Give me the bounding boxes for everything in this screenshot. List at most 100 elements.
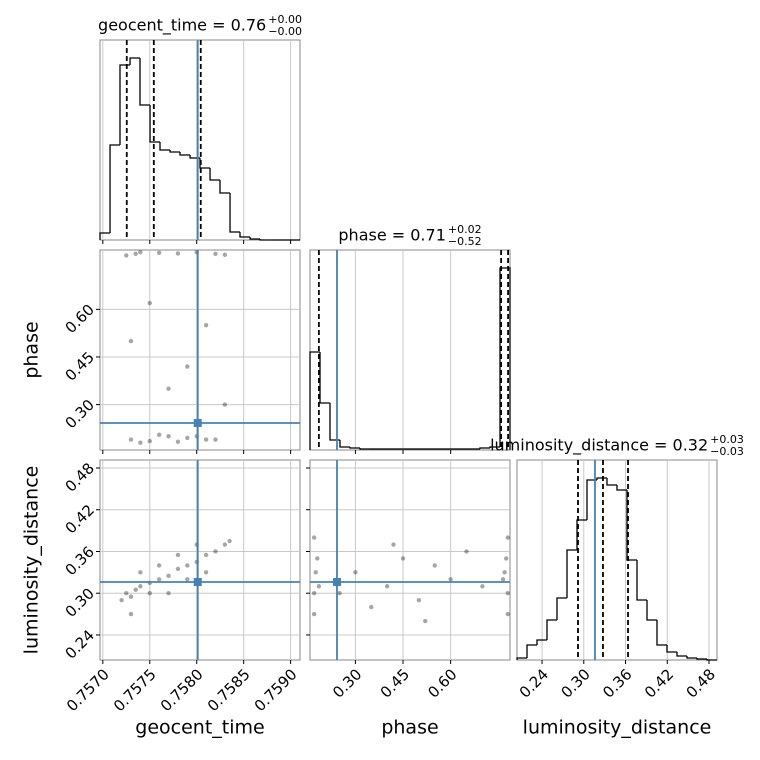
panel-title: phase = 0.71: [338, 226, 445, 245]
sample-point: [222, 542, 228, 547]
y-axis-label: luminosity_distance: [21, 466, 43, 655]
sample-point: [448, 577, 453, 582]
histogram-bin: [576, 519, 587, 550]
sample-point: [166, 434, 171, 439]
sample-point: [147, 591, 152, 596]
sample-point: [147, 438, 152, 444]
sample-point: [432, 563, 437, 568]
histogram-bin: [646, 600, 657, 621]
sample-point: [175, 439, 181, 444]
y-tick-label: 0.24: [62, 626, 98, 662]
histogram-bin: [259, 239, 271, 241]
sample-point: [480, 584, 485, 589]
sample-point: [156, 563, 162, 568]
sample-point: [203, 570, 209, 575]
sample-point: [505, 591, 510, 596]
histogram-bin: [479, 447, 490, 449]
x-tick-label: 0.7590: [251, 665, 301, 715]
sample-point: [203, 437, 209, 442]
histogram-bin: [329, 403, 340, 441]
histogram-bin: [99, 232, 111, 240]
sample-point: [128, 594, 134, 599]
sample-point: [185, 577, 190, 582]
x-tick-label: 0.42: [641, 665, 677, 701]
sample-point: [213, 549, 218, 554]
histogram-bin: [239, 232, 251, 238]
x-tick-label: 0.45: [377, 665, 413, 701]
truth-marker: [193, 578, 202, 587]
sample-point: [316, 584, 322, 589]
sample-point: [353, 570, 358, 575]
x-tick-label: 0.7575: [110, 665, 160, 715]
histogram-bin: [159, 142, 171, 151]
title-lower-error: −0.00: [268, 25, 302, 38]
title-lower-error: −0.03: [710, 445, 744, 458]
truth-marker: [193, 419, 202, 428]
y-axis-label: phase: [21, 321, 43, 378]
sample-point: [175, 251, 181, 256]
sample-point: [166, 573, 171, 579]
histogram-bin: [249, 237, 260, 240]
x-tick-label: 0.48: [683, 665, 719, 701]
title-upper-error: +0.03: [710, 433, 744, 446]
histogram-bin: [706, 659, 717, 661]
y-tick-label: 0.60: [62, 301, 98, 337]
x-tick-label: 0.30: [329, 665, 365, 701]
histogram-bin: [319, 352, 330, 404]
histogram-bin: [139, 58, 151, 106]
sample-point: [138, 584, 143, 589]
sample-point: [128, 437, 134, 442]
sample-point: [133, 587, 138, 592]
histogram-bin: [636, 560, 647, 601]
histogram-bin: [686, 656, 697, 659]
sample-point: [505, 611, 510, 617]
x-tick-label: 0.30: [557, 665, 593, 701]
x-axis-label: geocent_time: [135, 717, 264, 739]
histogram-bin: [626, 490, 637, 561]
sample-point: [203, 552, 209, 558]
histogram-bin: [359, 448, 370, 450]
histogram-bin: [219, 180, 231, 194]
x-tick-label: 0.60: [424, 665, 460, 701]
sample-point: [227, 538, 232, 544]
x-tick-label: 0.36: [599, 665, 635, 701]
histogram-bin: [169, 150, 180, 153]
histogram-bin: [616, 485, 627, 491]
x-axis-label: phase: [381, 717, 438, 739]
sample-point: [185, 563, 190, 568]
y-tick-label: 0.42: [62, 501, 98, 537]
histogram-bin: [229, 193, 240, 233]
sample-point: [138, 440, 143, 445]
histogram-bin: [586, 479, 597, 520]
sample-point: [313, 570, 318, 575]
x-tick-label: 0.7570: [63, 665, 113, 715]
sample-point: [505, 535, 510, 540]
sample-point: [128, 338, 134, 344]
sample-point: [166, 386, 171, 391]
title-lower-error: −0.52: [448, 235, 482, 248]
sample-point: [119, 597, 124, 603]
histogram-bin: [119, 64, 131, 145]
y-tick-label: 0.30: [62, 584, 98, 620]
sample-point: [213, 251, 218, 257]
histogram-bin: [209, 168, 220, 181]
histogram-bin: [526, 644, 537, 658]
sample-point: [311, 535, 317, 540]
panel-title: geocent_time = 0.76: [98, 16, 266, 36]
histogram-bin: [499, 267, 511, 450]
sample-point: [138, 570, 143, 575]
sample-point: [138, 250, 143, 255]
title-upper-error: +0.02: [448, 223, 482, 236]
x-axis-label: luminosity_distance: [523, 717, 712, 739]
sample-point: [166, 591, 171, 596]
truth-marker: [332, 578, 341, 587]
histogram-bin: [149, 105, 160, 143]
x-tick-label: 0.7580: [157, 665, 207, 715]
sample-point: [502, 570, 507, 575]
sample-point: [315, 556, 320, 561]
panel-frame: [516, 459, 718, 661]
sample-point: [222, 252, 228, 257]
sample-point: [133, 251, 138, 257]
sample-point: [384, 584, 390, 589]
